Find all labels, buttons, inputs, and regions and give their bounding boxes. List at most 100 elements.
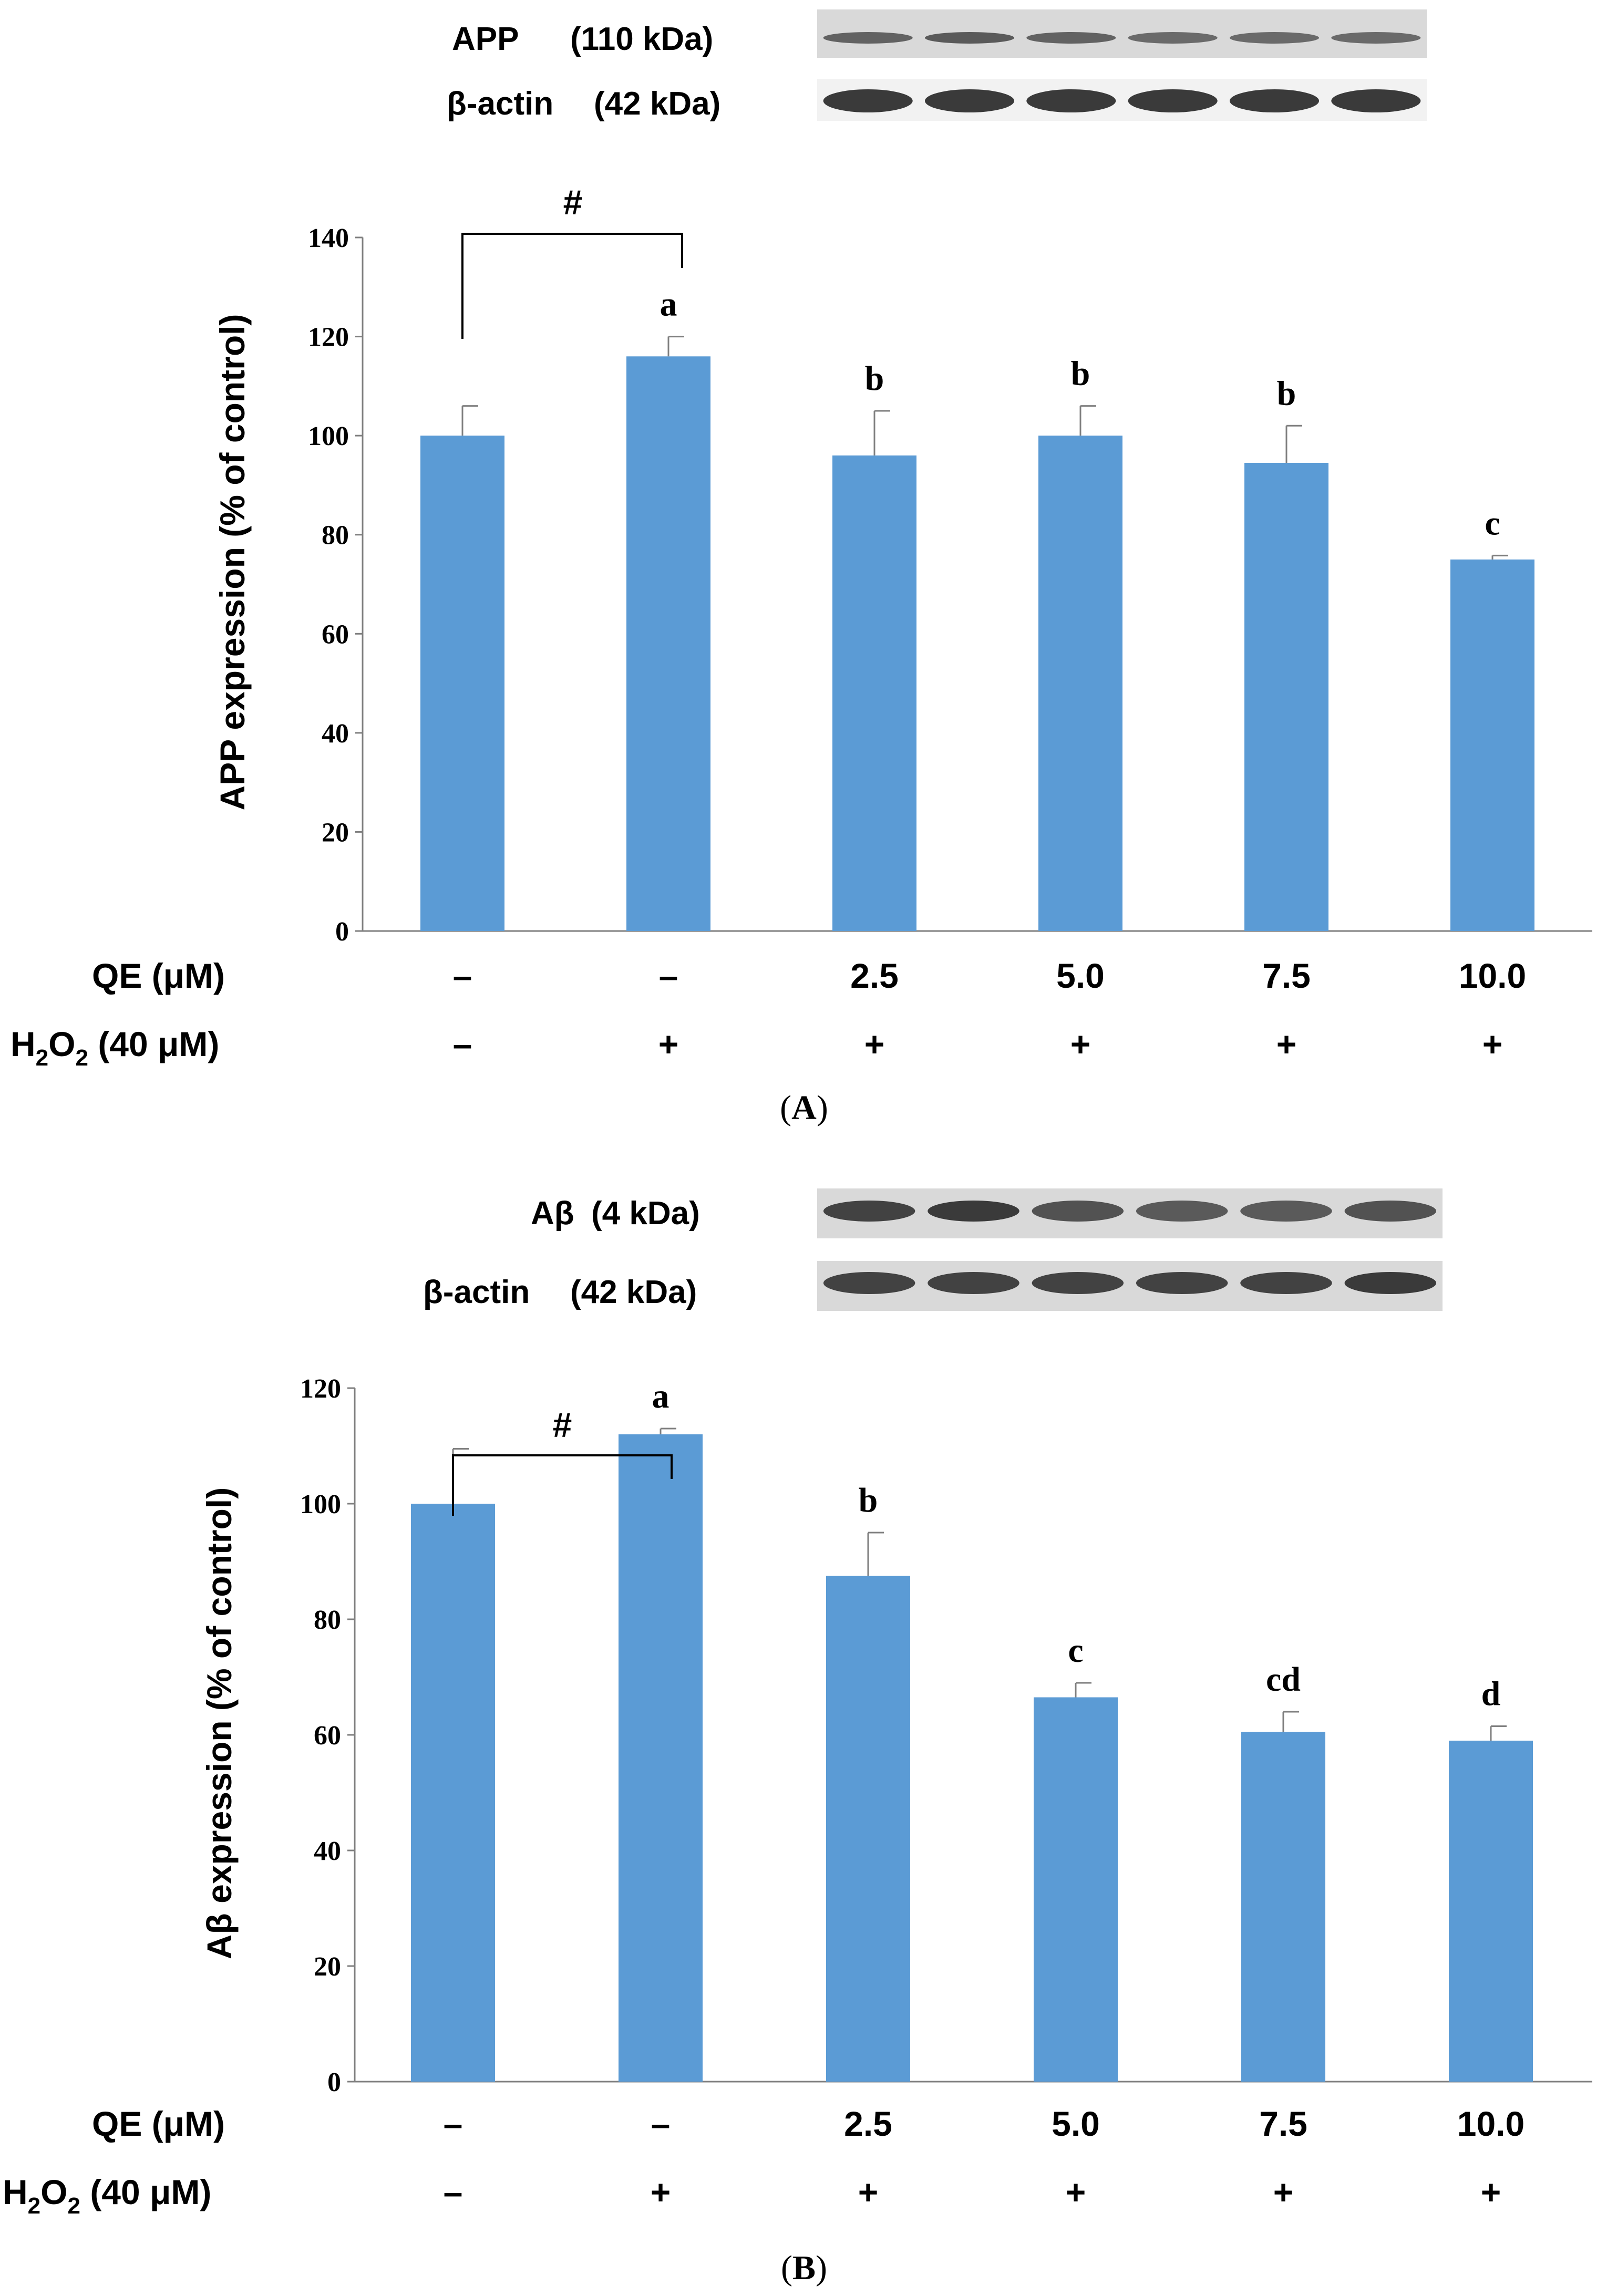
blot-a: APP (110 kDa) β-actin (42 kDa) [447,9,1427,122]
significance-letter: b [865,359,884,398]
blot-band [928,1272,1019,1294]
bar [420,436,504,931]
bar [1450,559,1534,931]
y-tick-label: 20 [314,1952,341,1982]
significance-letter: b [859,1481,878,1519]
blot-b-row2-size: (42 kDa) [570,1274,697,1310]
chart-b-bracket-line [452,1454,673,1516]
bar [826,1576,910,2082]
chart-b: Aβ expression (% of control) 0 20 40 60 80 10… [200,1374,1592,2097]
bar [619,1434,703,2082]
panel-b: Aβ (4 kDa) β-actin (42 kDa) Aβ expressio… [3,1188,1592,2287]
significance-letter: a [660,285,677,324]
panel-a-caption: (A) [780,1089,828,1127]
blot-band [1344,1272,1437,1294]
blot-band [1240,1272,1332,1294]
h2o2-value: + [858,2173,879,2211]
h2o2-value: + [1273,2173,1294,2211]
blot-band [1032,1201,1124,1222]
blot-b-row1-label: Aβ [531,1195,574,1232]
significance-letter: cd [1266,1660,1301,1699]
blot-band [1240,1201,1332,1222]
h2o2-value: + [1482,1025,1503,1063]
blot-band [1344,1201,1437,1222]
panel-b-caption: (B) [781,2249,827,2287]
chart-a-significance-bracket: # [461,183,683,339]
y-tick-label: 80 [314,1605,341,1635]
bar [1244,463,1328,931]
h2o2-row-label-a: H2O2 (40 μM) [11,1025,219,1071]
chart-a-axes: 0 20 40 60 80 100 120 140 [308,223,1592,947]
y-tick-label: 40 [314,1836,341,1866]
blot-b-row2-bands [823,1272,1437,1294]
y-tick-label: 20 [322,818,349,847]
blot-a-row2-membrane [817,79,1427,121]
y-tick-label: 80 [322,521,349,551]
chart-b-axes: 0 20 40 60 80 100 120 [300,1374,1592,2097]
blot-band [1032,1272,1124,1294]
h2o2-value: + [1066,2173,1086,2211]
chart-a-bars: a b b b c [420,285,1534,932]
y-tick-label: 120 [308,323,349,353]
significance-letter: d [1481,1675,1501,1713]
blot-a-row2-label: β-actin [447,86,553,122]
qe-row-label-b: QE (μM) [92,2104,225,2143]
blot-band [1229,32,1320,44]
chart-b-significance-bracket: # [452,1405,673,1516]
blot-band [823,1201,915,1222]
blot-band [1136,1272,1228,1294]
y-tick-label: 40 [322,719,349,749]
qe-value: 2.5 [844,2104,892,2143]
h2o2-value: + [658,1025,679,1063]
h2o2-values-a: – + + + + + [453,1025,1503,1063]
bar [1241,1732,1325,2082]
y-tick-label: 60 [322,619,349,649]
y-tick-label: 100 [308,421,349,451]
h2o2-value: + [1481,2173,1501,2211]
y-tick-label: 0 [335,917,349,947]
bar [832,455,916,931]
y-tick-label: 0 [327,2067,341,2097]
bar [1038,436,1122,931]
qe-value: – [659,956,678,995]
qe-value: 10.0 [1459,956,1526,995]
blot-a-row1-membrane [817,9,1427,58]
chart-a-ylabel: APP expression (% of control) [213,314,252,811]
blot-b: Aβ (4 kDa) β-actin (42 kDa) [423,1188,1443,1311]
h2o2-value: – [453,1025,472,1063]
blot-band [1229,89,1320,112]
panel-a: APP (110 kDa) β-actin (42 kDa) APP expre… [11,9,1592,1127]
blot-a-row2-bands [823,89,1421,112]
qe-value: 7.5 [1259,2104,1307,2143]
blot-b-row1-size: (4 kDa) [591,1195,700,1232]
blot-a-row1-label: APP [452,21,519,57]
h2o2-value: + [1070,1025,1091,1063]
significance-letter: b [1071,355,1090,393]
chart-b-ylabel: Aβ expression (% of control) [200,1487,239,1959]
chart-b-significance-marker: # [553,1405,572,1444]
chart-b-bars: a b c cd d [411,1377,1533,2082]
treatment-table-a: QE (μM) H2O2 (40 μM) – – 2.5 5.0 7.5 10.0 – + +… [11,956,1526,1071]
blot-band [1128,89,1218,112]
blot-band [823,89,913,112]
h2o2-value: + [651,2173,671,2211]
blot-band [1026,89,1116,112]
blot-b-row2-membrane [817,1261,1443,1311]
blot-a-row1-size: (110 kDa) [570,21,713,57]
blot-band [924,89,1015,112]
blot-b-row2-label: β-actin [423,1274,530,1310]
qe-values-a: – – 2.5 5.0 7.5 10.0 [453,956,1527,995]
significance-letter: c [1485,504,1500,542]
chart-a-bracket-line [461,233,683,339]
bar [411,1504,495,2082]
blot-b-row1-bands [823,1201,1437,1222]
blot-b-row1-membrane [817,1188,1443,1238]
significance-letter: b [1277,374,1296,412]
blot-band [1331,89,1421,112]
blot-band [1331,32,1421,44]
y-tick-label: 120 [300,1374,341,1404]
significance-letter: a [652,1377,669,1415]
qe-value: 5.0 [1056,956,1105,995]
y-tick-label: 60 [314,1721,341,1751]
